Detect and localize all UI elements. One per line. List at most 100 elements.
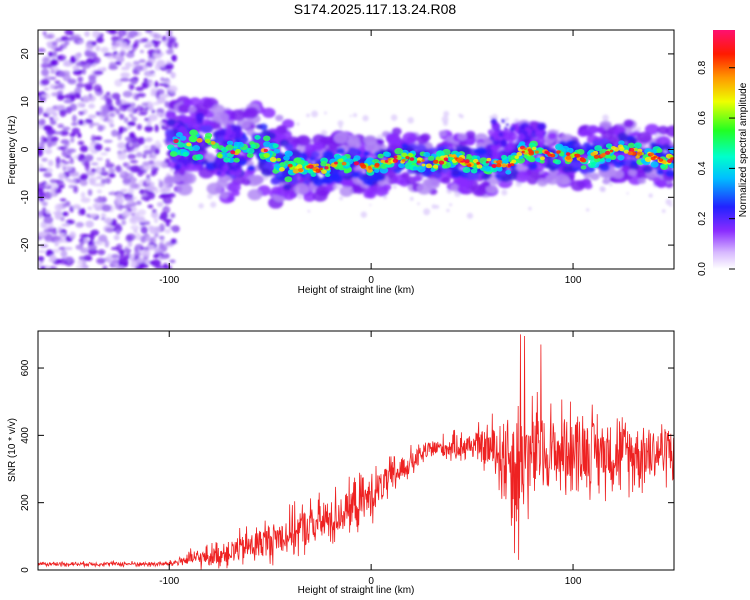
- noise-speckle: [38, 249, 46, 254]
- burst-blob: [234, 124, 242, 133]
- ridge-blob: [263, 152, 270, 158]
- noise-speckle: [93, 57, 101, 64]
- ridge-blob: [446, 136, 455, 143]
- ridge-blob: [196, 138, 203, 143]
- noise-speckle: [118, 126, 124, 135]
- noise-speckle: [71, 127, 81, 135]
- ridge-blob: [599, 163, 610, 172]
- ridge-blob: [457, 133, 468, 141]
- ridge-blob: [290, 149, 301, 158]
- ridge-blob: [226, 140, 234, 146]
- noise-speckle: [168, 85, 178, 93]
- noise-speckle: [110, 218, 117, 227]
- ridge-blob: [550, 153, 556, 158]
- noise-speckle: [110, 190, 115, 196]
- ridge-blob: [329, 173, 337, 179]
- noise-speckle: [97, 249, 106, 256]
- noise-speckle: [139, 49, 144, 54]
- noise-speckle: [100, 152, 108, 156]
- noise-speckle: [137, 209, 147, 216]
- burst-blob: [501, 118, 506, 124]
- noise-speckle: [125, 234, 133, 243]
- noise-speckle: [120, 188, 128, 193]
- burst-blob: [505, 123, 509, 127]
- noise-speckle: [104, 147, 111, 152]
- noise-speckle: [144, 125, 154, 133]
- ridge-blob: [181, 172, 197, 185]
- ridge-blob: [384, 160, 389, 163]
- noise-speckle: [61, 211, 69, 217]
- spectrogram-ytick-label: -20: [20, 237, 31, 252]
- noise-speckle: [49, 83, 55, 90]
- noise-speckle: [79, 145, 89, 153]
- faint-speckle: [352, 113, 358, 118]
- noise-speckle: [127, 146, 135, 150]
- ridge-blob: [312, 190, 328, 202]
- faint-speckle: [297, 194, 303, 200]
- ridge-blob: [173, 138, 179, 144]
- ridge-blob: [574, 153, 581, 158]
- noise-speckle: [147, 204, 154, 209]
- noise-speckle: [131, 116, 138, 122]
- faint-speckle: [324, 111, 327, 115]
- noise-speckle: [41, 94, 46, 98]
- noise-speckle: [75, 53, 82, 59]
- noise-speckle: [38, 256, 45, 262]
- snr-xlabel: Height of straight line (km): [298, 585, 415, 596]
- ridge-blob: [235, 148, 241, 154]
- ridge-blob: [284, 176, 293, 183]
- noise-speckle: [127, 121, 136, 127]
- ridge-blob: [392, 158, 399, 163]
- ridge-blob: [604, 150, 611, 155]
- noise-speckle: [117, 152, 127, 160]
- noise-speckle: [58, 175, 66, 180]
- faint-speckle: [307, 209, 311, 213]
- noise-speckle: [78, 110, 85, 116]
- noise-speckle: [106, 53, 116, 60]
- ridge-blob: [580, 157, 585, 161]
- noise-speckle: [128, 50, 135, 54]
- ridge-blob: [656, 148, 663, 153]
- noise-speckle: [43, 216, 54, 224]
- burst-blob: [234, 131, 242, 139]
- ridge-blob: [385, 132, 399, 143]
- ridge-blob: [276, 157, 282, 162]
- ridge-blob: [565, 155, 572, 160]
- noise-speckle: [62, 203, 67, 208]
- ridge-blob: [206, 182, 223, 195]
- noise-speckle: [59, 130, 69, 136]
- ridge-blob: [516, 151, 523, 157]
- noise-speckle: [170, 72, 176, 79]
- noise-speckle: [111, 45, 117, 51]
- chart-title: S174.2025.117.13.24.R08: [293, 1, 457, 17]
- ridge-blob: [307, 168, 314, 174]
- faint-speckle: [599, 186, 606, 192]
- noise-speckle: [60, 36, 69, 42]
- ridge-blob: [314, 163, 319, 167]
- ridge-blob: [188, 106, 197, 113]
- noise-speckle: [170, 238, 177, 245]
- ridge-blob: [246, 152, 254, 158]
- noise-speckle: [126, 125, 132, 130]
- ridge-blob: [554, 159, 562, 165]
- ridge-blob: [409, 157, 415, 161]
- noise-speckle: [40, 221, 48, 229]
- noise-speckle: [47, 141, 54, 148]
- ridge-blob: [382, 183, 392, 191]
- noise-speckle: [82, 95, 91, 103]
- ridge-blob: [247, 165, 256, 172]
- noise-speckle: [106, 253, 112, 260]
- ridge-blob: [223, 157, 231, 163]
- ridge-blob: [195, 154, 204, 161]
- noise-speckle: [69, 171, 80, 177]
- noise-speckle: [58, 71, 66, 78]
- noise-speckle: [128, 132, 136, 139]
- noise-speckle: [133, 228, 138, 234]
- ridge-blob: [539, 156, 545, 161]
- faint-speckle: [409, 196, 414, 201]
- noise-speckle: [76, 82, 85, 89]
- ridge-blob: [275, 114, 284, 122]
- ridge-blob: [348, 147, 360, 157]
- noise-speckle: [98, 234, 108, 243]
- ridge-blob: [341, 161, 347, 166]
